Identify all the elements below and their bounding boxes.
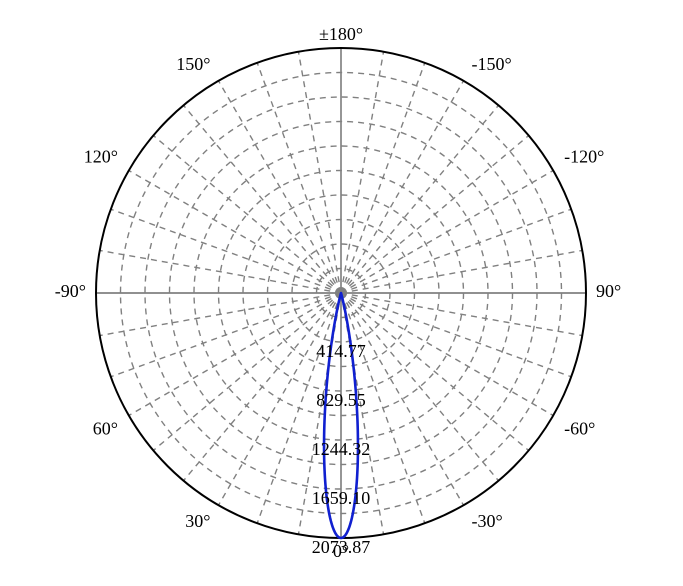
- angle-label: 30°: [185, 511, 210, 531]
- angle-label: -120°: [564, 147, 604, 167]
- radial-label: 1659.10: [312, 488, 371, 508]
- radial-label: 829.55: [316, 390, 366, 410]
- angle-label: 120°: [84, 147, 118, 167]
- angle-label: -150°: [472, 54, 512, 74]
- radial-label: 414.77: [316, 341, 366, 361]
- angle-label: -90°: [55, 281, 86, 301]
- angle-label: -60°: [564, 418, 595, 438]
- radial-label: 1244.32: [312, 439, 371, 459]
- radial-label: 2073.87: [312, 537, 371, 557]
- angle-label: 90°: [596, 281, 621, 301]
- angle-label: 60°: [93, 418, 118, 438]
- polar-chart: ±180°-150°-120°-90°-60°-30°0°30°60°90°12…: [0, 0, 683, 586]
- angle-label: 150°: [176, 54, 210, 74]
- angle-label: -30°: [472, 511, 503, 531]
- angle-label: ±180°: [319, 24, 363, 44]
